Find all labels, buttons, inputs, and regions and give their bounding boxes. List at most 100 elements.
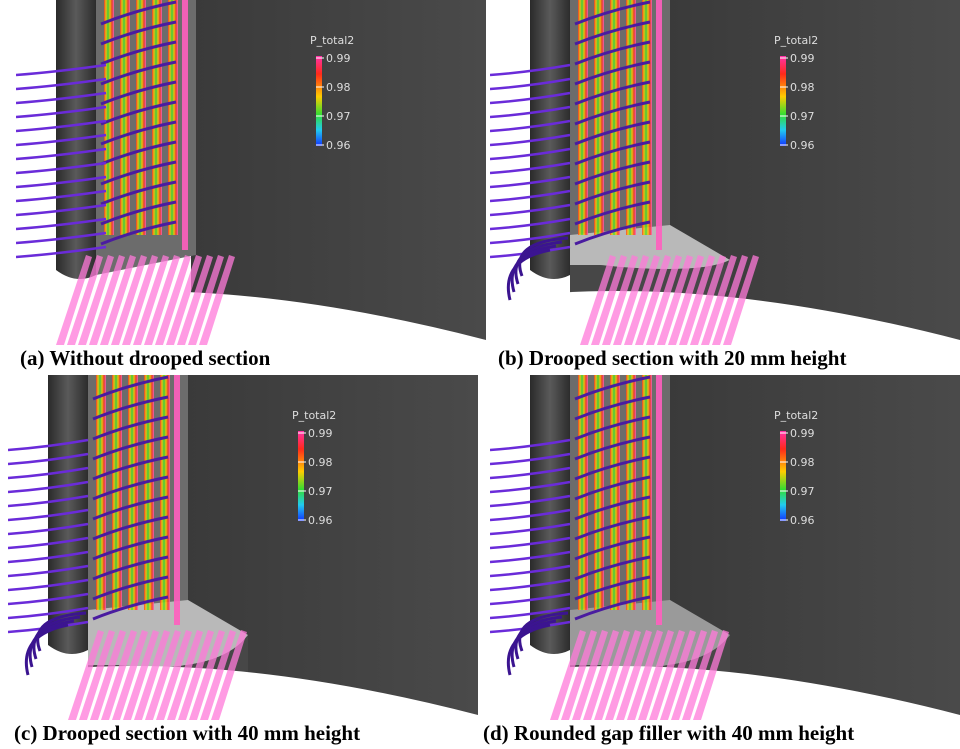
vortex-streamline xyxy=(36,611,87,652)
inflow-streamline xyxy=(490,133,571,147)
pressure-streamtube xyxy=(638,630,674,720)
colorbar-label: 0.98 xyxy=(790,456,815,469)
pressure-band xyxy=(120,0,130,235)
wall-highlight xyxy=(656,375,662,625)
inflow-streamline xyxy=(490,77,571,91)
legend-title: P_total2 xyxy=(774,409,818,422)
inflow-streamline xyxy=(490,522,571,536)
colorbar-label: 0.97 xyxy=(326,110,351,123)
pressure-streamtube xyxy=(178,630,214,720)
streamline xyxy=(92,395,169,421)
pressure-streamtube xyxy=(723,255,759,345)
flow-visualization: P_total2 0.99 0.98 0.97 0.96 xyxy=(490,375,960,720)
pressure-band xyxy=(96,375,106,610)
flow-visualization: P_total2 0.99 0.98 0.97 0.96 xyxy=(16,0,486,345)
pressure-band xyxy=(168,0,178,235)
inflow-streamline xyxy=(490,175,571,189)
inflow-streamline xyxy=(8,550,89,564)
inflow-streamline xyxy=(490,231,571,245)
inflow-streamline xyxy=(16,147,107,161)
streamline xyxy=(100,220,177,246)
pressure-streamtube xyxy=(583,630,619,720)
inflow-streamline xyxy=(16,189,107,203)
streamline xyxy=(574,140,651,166)
pressure-streamtube xyxy=(167,630,203,720)
flow-visualization: P_total2 0.99 0.98 0.97 0.96 xyxy=(490,0,960,345)
streamline xyxy=(574,455,651,481)
pressure-streamtube xyxy=(668,255,704,345)
pressure-streamtube xyxy=(712,255,748,345)
streamline xyxy=(574,180,651,206)
pressure-streamtube xyxy=(561,630,597,720)
pressure-streamtube xyxy=(199,255,235,345)
pressure-streamtube xyxy=(122,255,158,345)
inflow-streamline xyxy=(490,105,571,119)
pressure-streamtube xyxy=(682,630,718,720)
pressure-streamtube xyxy=(166,255,202,345)
pressure-band xyxy=(626,375,636,610)
pressure-band xyxy=(112,375,122,610)
pressure-streamtube xyxy=(111,255,147,345)
streamline xyxy=(574,435,651,461)
panel-b: P_total2 0.99 0.98 0.97 0.96 xyxy=(490,0,960,345)
streamline xyxy=(574,200,651,226)
vane-wall xyxy=(191,0,486,345)
pressure-streamtube xyxy=(591,255,627,345)
inflow-streamline xyxy=(8,452,89,466)
pressure-streamtube xyxy=(156,630,192,720)
pressure-streamtube xyxy=(616,630,652,720)
inflow-streamline xyxy=(490,480,571,494)
pressure-streamtube xyxy=(56,255,92,345)
wall-highlight xyxy=(174,375,180,625)
colorbar xyxy=(780,56,786,146)
colorbar xyxy=(780,431,786,521)
inflow-streamline xyxy=(490,452,571,466)
streamline xyxy=(574,120,651,146)
streamline xyxy=(574,20,651,46)
inflow-streamline xyxy=(490,161,571,175)
streamline xyxy=(92,435,169,461)
inflow-streamline xyxy=(490,466,571,480)
inflow-streamline xyxy=(490,217,571,231)
colorbar-label: 0.97 xyxy=(790,485,815,498)
streamline xyxy=(574,160,651,186)
pressure-streamtube xyxy=(189,630,225,720)
streamline xyxy=(92,555,169,581)
colorbar xyxy=(316,56,322,146)
inflow-streamline xyxy=(490,147,571,161)
streamline xyxy=(574,220,651,246)
inflow-streamline xyxy=(16,161,107,175)
streamline xyxy=(100,180,177,206)
streamline xyxy=(100,20,177,46)
streamline xyxy=(574,475,651,501)
pressure-band xyxy=(578,375,588,610)
inflow-streamline xyxy=(16,119,107,133)
pressure-streamtube xyxy=(79,630,115,720)
inflow-streamline xyxy=(8,480,89,494)
streamline xyxy=(92,575,169,601)
colorbar xyxy=(298,431,304,521)
streamline xyxy=(92,595,169,621)
streamline xyxy=(100,0,177,26)
inflow-streamline xyxy=(490,592,571,606)
wall-highlight xyxy=(656,0,662,250)
colorbar-label: 0.96 xyxy=(790,514,815,527)
pressure-band xyxy=(104,0,114,235)
pressure-streamtube xyxy=(144,255,180,345)
inflow-streamline xyxy=(16,203,107,217)
pressure-band xyxy=(610,0,620,235)
inflow-streamline xyxy=(490,536,571,550)
legend-title: P_total2 xyxy=(310,34,354,47)
pressure-streamtube xyxy=(101,630,137,720)
inflow-streamline xyxy=(490,119,571,133)
colorbar-label: 0.99 xyxy=(790,427,815,440)
pressure-band xyxy=(642,375,652,610)
inflow-streamline xyxy=(16,77,107,91)
pressure-streamtube xyxy=(613,255,649,345)
pressure-streamtube xyxy=(635,255,671,345)
colorbar-label: 0.97 xyxy=(790,110,815,123)
pressure-band xyxy=(152,0,162,235)
pressure-streamtube xyxy=(145,630,181,720)
streamline xyxy=(574,555,651,581)
streamline xyxy=(92,415,169,441)
